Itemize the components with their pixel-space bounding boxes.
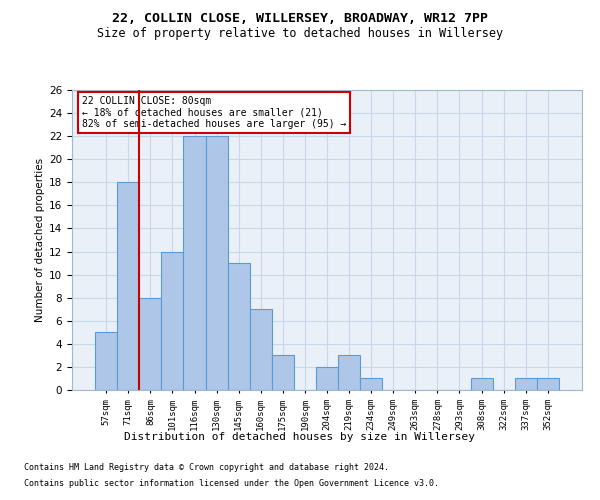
Text: Contains public sector information licensed under the Open Government Licence v3: Contains public sector information licen… [24,478,439,488]
Bar [206,136,227,390]
Bar [95,332,117,390]
Bar [227,263,250,390]
Text: Size of property relative to detached houses in Willersey: Size of property relative to detached ho… [97,28,503,40]
Bar [250,309,272,390]
Bar [184,136,206,390]
Bar [470,378,493,390]
Bar [316,367,338,390]
Bar [161,252,184,390]
Text: 22 COLLIN CLOSE: 80sqm
← 18% of detached houses are smaller (21)
82% of semi-det: 22 COLLIN CLOSE: 80sqm ← 18% of detached… [82,96,347,129]
Bar [139,298,161,390]
Text: 22, COLLIN CLOSE, WILLERSEY, BROADWAY, WR12 7PP: 22, COLLIN CLOSE, WILLERSEY, BROADWAY, W… [112,12,488,26]
Bar [515,378,537,390]
Bar [537,378,559,390]
Y-axis label: Number of detached properties: Number of detached properties [35,158,45,322]
Bar [338,356,360,390]
Text: Contains HM Land Registry data © Crown copyright and database right 2024.: Contains HM Land Registry data © Crown c… [24,464,389,472]
Bar [117,182,139,390]
Bar [272,356,294,390]
Bar [360,378,382,390]
Text: Distribution of detached houses by size in Willersey: Distribution of detached houses by size … [125,432,476,442]
